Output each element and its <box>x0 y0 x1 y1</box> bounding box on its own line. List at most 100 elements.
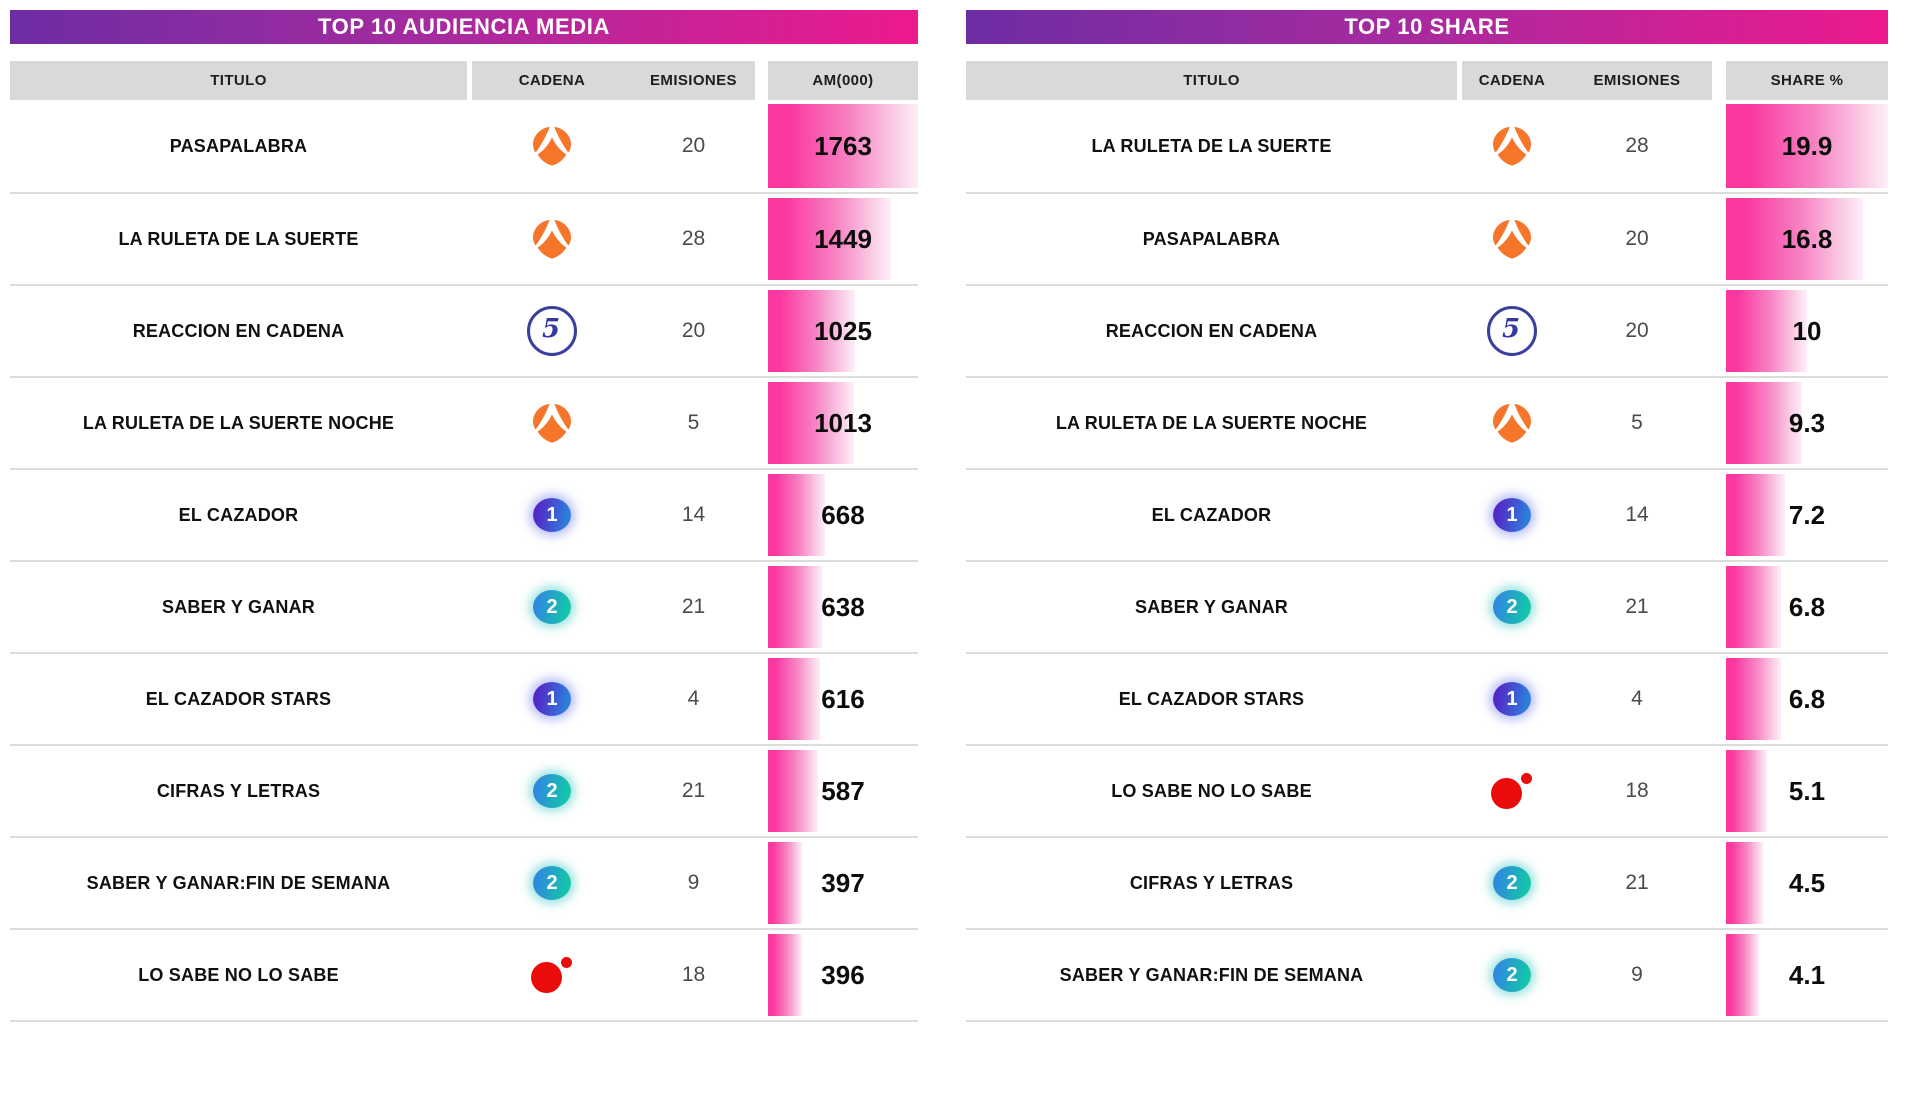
value-bar <box>1726 474 1785 556</box>
value-label: 7.2 <box>1788 499 1826 530</box>
table-row: EL CAZADOR 1 14 668 <box>10 468 918 560</box>
program-title: SABER Y GANAR <box>1135 596 1288 617</box>
value-bar <box>768 934 802 1016</box>
program-title: LA RULETA DE LA SUERTE <box>1091 135 1332 156</box>
value-label: 396 <box>821 959 865 990</box>
value-cell: 6.8 <box>1726 654 1888 744</box>
emissions-count: 21 <box>681 595 706 618</box>
column-header-mid-group: CADENA EMISIONES <box>1462 61 1712 100</box>
channel-cell <box>1462 770 1562 812</box>
program-title: LA RULETA DE LA SUERTE NOCHE <box>82 412 395 433</box>
value-cell: 4.1 <box>1726 930 1888 1020</box>
column-header-mid-group: CADENA EMISIONES <box>472 61 755 100</box>
emissions-count: 4 <box>1631 687 1643 710</box>
value-bar <box>1726 934 1760 1016</box>
value-cell: 5.1 <box>1726 746 1888 836</box>
channel-cell <box>472 218 632 260</box>
program-title: REACCION EN CADENA <box>1105 320 1318 341</box>
value-label: 5.1 <box>1788 775 1826 806</box>
emissions-count: 28 <box>681 227 706 250</box>
channel-antena3-icon <box>532 403 572 443</box>
table-row: CIFRAS Y LETRAS 2 21 4.5 <box>966 836 1888 928</box>
emissions-count: 5 <box>1631 411 1643 434</box>
value-bar <box>1726 198 1863 280</box>
value-bar <box>768 290 856 372</box>
value-label: 9.3 <box>1788 407 1826 438</box>
value-label: 4.1 <box>1788 959 1826 990</box>
program-title: SABER Y GANAR:FIN DE SEMANA <box>86 872 391 893</box>
value-bar <box>1726 658 1782 740</box>
value-label: 1449 <box>814 223 872 254</box>
channel-antena3-icon <box>532 219 572 259</box>
program-title: SABER Y GANAR <box>162 596 315 617</box>
emissions-count: 14 <box>681 503 706 526</box>
program-title: SABER Y GANAR:FIN DE SEMANA <box>1059 964 1364 985</box>
value-cell: 16.8 <box>1726 194 1888 284</box>
value-cell: 4.5 <box>1726 838 1888 928</box>
value-label: 397 <box>821 867 865 898</box>
top10-audiencia-media-table: TOP 10 AUDIENCIA MEDIA TITULO CADENA EMI… <box>10 10 918 1022</box>
emissions-count: 20 <box>681 134 706 157</box>
channel-antena3-icon <box>1492 126 1532 166</box>
column-header-titulo: TITULO <box>10 61 467 100</box>
table-row: CIFRAS Y LETRAS 2 21 587 <box>10 744 918 836</box>
channel-cell: 1 <box>472 682 632 716</box>
channel-cell: 2 <box>472 866 632 900</box>
channel-red-dot-icon <box>1489 770 1535 812</box>
column-header-share: SHARE % <box>1726 61 1888 100</box>
channel-cell <box>1462 402 1562 444</box>
value-label: 10 <box>1792 315 1822 346</box>
channel-la1-icon: 1 <box>1493 498 1531 532</box>
value-bar <box>1726 382 1802 464</box>
value-label: 4.5 <box>1788 867 1826 898</box>
value-cell: 587 <box>768 746 918 836</box>
value-label: 6.8 <box>1788 591 1826 622</box>
program-title: PASAPALABRA <box>1142 228 1281 249</box>
value-bar <box>768 658 821 740</box>
program-title: LA RULETA DE LA SUERTE <box>118 228 359 249</box>
value-cell: 9.3 <box>1726 378 1888 468</box>
value-cell: 1025 <box>768 286 918 376</box>
column-header-cadena: CADENA <box>1478 72 1546 89</box>
channel-cell: 1 <box>472 498 632 532</box>
channel-la1-icon: 1 <box>1493 682 1531 716</box>
table-row: REACCION EN CADENA 5 20 1025 <box>10 284 918 376</box>
channel-la2-icon: 2 <box>1493 866 1531 900</box>
table-row: LA RULETA DE LA SUERTE NOCHE 5 1013 <box>10 376 918 468</box>
channel-cell <box>472 125 632 167</box>
value-bar <box>768 104 918 188</box>
channel-cell: 2 <box>1462 866 1562 900</box>
emissions-count: 20 <box>1625 227 1649 250</box>
program-title: PASAPALABRA <box>169 135 308 156</box>
channel-la2-icon: 2 <box>533 774 571 808</box>
emissions-count: 28 <box>1625 134 1649 157</box>
value-label: 616 <box>821 683 865 714</box>
channel-antena3-icon <box>1492 219 1532 259</box>
emissions-count: 9 <box>687 871 700 894</box>
channel-la1-icon: 1 <box>533 498 571 532</box>
value-bar <box>768 842 802 924</box>
value-label: 16.8 <box>1781 223 1833 254</box>
channel-la2-icon: 2 <box>533 866 571 900</box>
value-cell: 668 <box>768 470 918 560</box>
program-title: CIFRAS Y LETRAS <box>1129 872 1294 893</box>
table-row: SABER Y GANAR 2 21 638 <box>10 560 918 652</box>
value-bar <box>1726 750 1768 832</box>
table-row: PASAPALABRA 20 1763 <box>10 100 918 192</box>
value-bar <box>1726 842 1763 924</box>
table-row: EL CAZADOR STARS 1 4 616 <box>10 652 918 744</box>
value-bar <box>1726 290 1808 372</box>
program-title: EL CAZADOR <box>178 504 299 525</box>
value-cell: 396 <box>768 930 918 1020</box>
channel-cell: 5 <box>1462 306 1562 356</box>
channel-cell: 2 <box>1462 590 1562 624</box>
column-header-titulo: TITULO <box>966 61 1457 100</box>
channel-cell: 1 <box>1462 498 1562 532</box>
value-cell: 1449 <box>768 194 918 284</box>
value-label: 1013 <box>814 407 872 438</box>
program-title: EL CAZADOR <box>1151 504 1272 525</box>
program-title: LO SABE NO LO SABE <box>1111 780 1312 801</box>
value-bar <box>768 566 823 648</box>
channel-cell <box>1462 125 1562 167</box>
value-bar <box>1726 104 1888 188</box>
